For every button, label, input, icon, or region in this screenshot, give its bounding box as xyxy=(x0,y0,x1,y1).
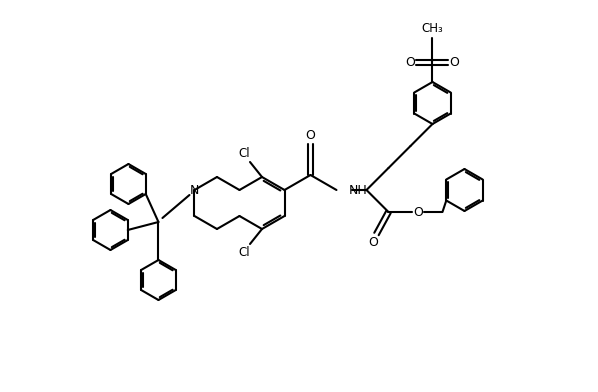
Text: O: O xyxy=(306,129,315,142)
Text: O: O xyxy=(450,56,459,69)
Text: O: O xyxy=(368,236,379,249)
Text: NH: NH xyxy=(349,183,367,196)
Text: O: O xyxy=(405,56,416,69)
Text: Cl: Cl xyxy=(238,147,250,160)
Text: N: N xyxy=(190,183,199,196)
Text: CH₃: CH₃ xyxy=(422,22,443,34)
Text: O: O xyxy=(414,205,423,218)
Text: Cl: Cl xyxy=(238,247,250,260)
